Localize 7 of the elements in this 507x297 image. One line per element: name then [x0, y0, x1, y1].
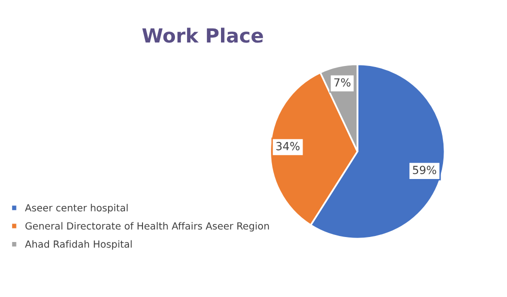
data-label: 7% — [334, 78, 350, 87]
data-label: 59% — [412, 166, 436, 174]
data-label: 34% — [276, 142, 300, 150]
chart-title: Work Place — [142, 28, 263, 43]
legend-label: Aseer center hospital — [24, 204, 128, 214]
legend-label: Ahad Rafidah Hospital — [24, 240, 132, 250]
legend-label: General Directorate of Health Affairs Aseer Region — [25, 222, 269, 232]
